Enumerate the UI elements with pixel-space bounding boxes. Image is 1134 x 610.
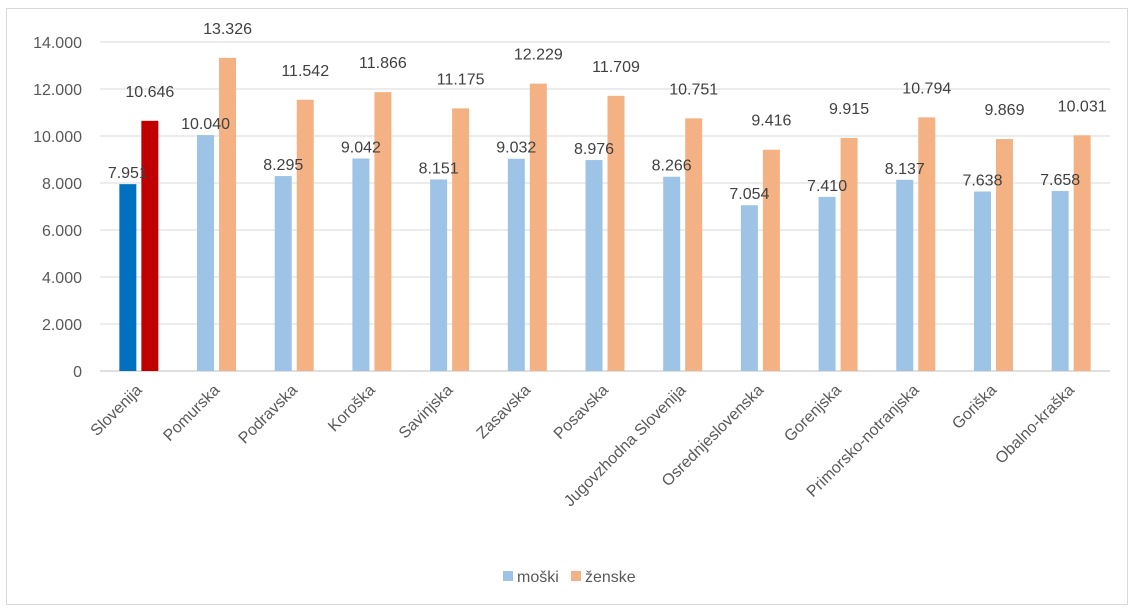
y-tick-label: 10.000 — [33, 129, 82, 146]
bar-zenske — [918, 117, 936, 371]
y-tick-label: 0 — [73, 364, 82, 381]
data-label: 9.915 — [829, 101, 869, 118]
x-tick-label: Obalno-kraška — [992, 382, 1078, 468]
legend-label-moski: moški — [517, 569, 559, 586]
bar-moski — [197, 135, 215, 371]
x-tick-label: Posavska — [551, 382, 612, 443]
data-label: 11.175 — [437, 71, 485, 88]
data-label: 9.869 — [984, 102, 1024, 119]
x-tick-label: Slovenija — [88, 382, 146, 440]
bar-moski — [274, 176, 292, 371]
data-label: 13.326 — [203, 21, 252, 38]
data-label: 10.794 — [902, 80, 951, 97]
data-label: 9.032 — [496, 140, 536, 157]
data-label: 10.040 — [181, 116, 230, 133]
bar-moski — [740, 205, 758, 371]
legend: moški ženske — [503, 569, 636, 586]
bar-moski — [1051, 191, 1069, 371]
data-label: 9.042 — [341, 140, 381, 157]
y-tick-label: 14.000 — [33, 35, 82, 52]
bar-zenske — [296, 99, 314, 371]
bar-zenske — [762, 149, 780, 371]
data-label: 9.416 — [751, 113, 791, 130]
bar-moski — [585, 160, 603, 371]
bar-zenske — [452, 108, 470, 371]
x-tick-label: Zasavska — [474, 382, 535, 443]
data-label: 8.151 — [419, 160, 459, 177]
data-label: 7.951 — [108, 165, 148, 182]
x-tick-label: Gorenjska — [781, 382, 845, 446]
bar-moski — [352, 158, 370, 371]
x-tick-label: Goriška — [949, 382, 1000, 433]
x-tick-label: Podravska — [236, 382, 302, 448]
bar-zenske — [685, 118, 703, 371]
data-label: 10.751 — [669, 81, 718, 98]
y-tick-label: 4.000 — [42, 270, 82, 287]
bar-moski — [119, 184, 137, 371]
data-label: 12.229 — [514, 47, 563, 64]
bar-zenske — [607, 95, 625, 371]
bars — [119, 57, 1091, 372]
data-labels: 7.951 10.646 10.040 13.326 8.295 11.542 9.042 1… — [108, 21, 1107, 203]
bar-zenske — [840, 137, 858, 371]
bar-zenske — [1073, 135, 1091, 371]
bar-zenske — [529, 83, 547, 371]
bar-moski — [430, 179, 448, 371]
data-label: 8.137 — [885, 161, 925, 178]
bar-moski — [507, 158, 525, 371]
data-label: 11.866 — [359, 55, 407, 72]
y-tick-label: 6.000 — [42, 223, 82, 240]
y-tick-label: 2.000 — [42, 317, 82, 334]
data-label: 7.054 — [729, 186, 769, 203]
x-tick-label: Pomurska — [160, 382, 223, 445]
y-tick-label: 8.000 — [42, 176, 82, 193]
x-axis: Slovenija Pomurska Podravska Koroška Savinjs… — [88, 382, 1078, 510]
data-label: 11.542 — [281, 63, 329, 80]
data-label: 8.295 — [263, 157, 303, 174]
gridlines — [100, 41, 1110, 372]
data-label: 10.646 — [125, 84, 174, 101]
bar-zenske — [374, 92, 392, 372]
data-label: 11.709 — [592, 59, 640, 76]
data-label: 7.658 — [1040, 172, 1080, 189]
y-axis: 0 2.000 4.000 6.000 8.000 10.000 12.000 14.000 — [33, 35, 82, 381]
data-label: 8.976 — [574, 141, 614, 158]
y-tick-label: 12.000 — [33, 82, 82, 99]
bar-zenske — [141, 120, 159, 371]
data-label: 7.410 — [807, 178, 847, 195]
bar-moski — [896, 179, 914, 371]
bar-moski — [973, 191, 991, 371]
x-tick-label: Savinjska — [396, 382, 457, 443]
bar-zenske — [219, 57, 237, 372]
legend-label-zenske: ženske — [585, 569, 636, 586]
legend-swatch-zenske — [571, 571, 581, 581]
data-label: 10.031 — [1058, 98, 1107, 115]
data-label: 8.266 — [652, 158, 692, 175]
bar-zenske — [995, 139, 1013, 371]
bar-moski — [663, 176, 681, 371]
chart-area — [6, 8, 1128, 605]
legend-swatch-moski — [503, 571, 513, 581]
data-label: 7.638 — [962, 173, 1002, 190]
bar-moski — [818, 196, 836, 371]
x-tick-label: Koroška — [325, 382, 379, 436]
